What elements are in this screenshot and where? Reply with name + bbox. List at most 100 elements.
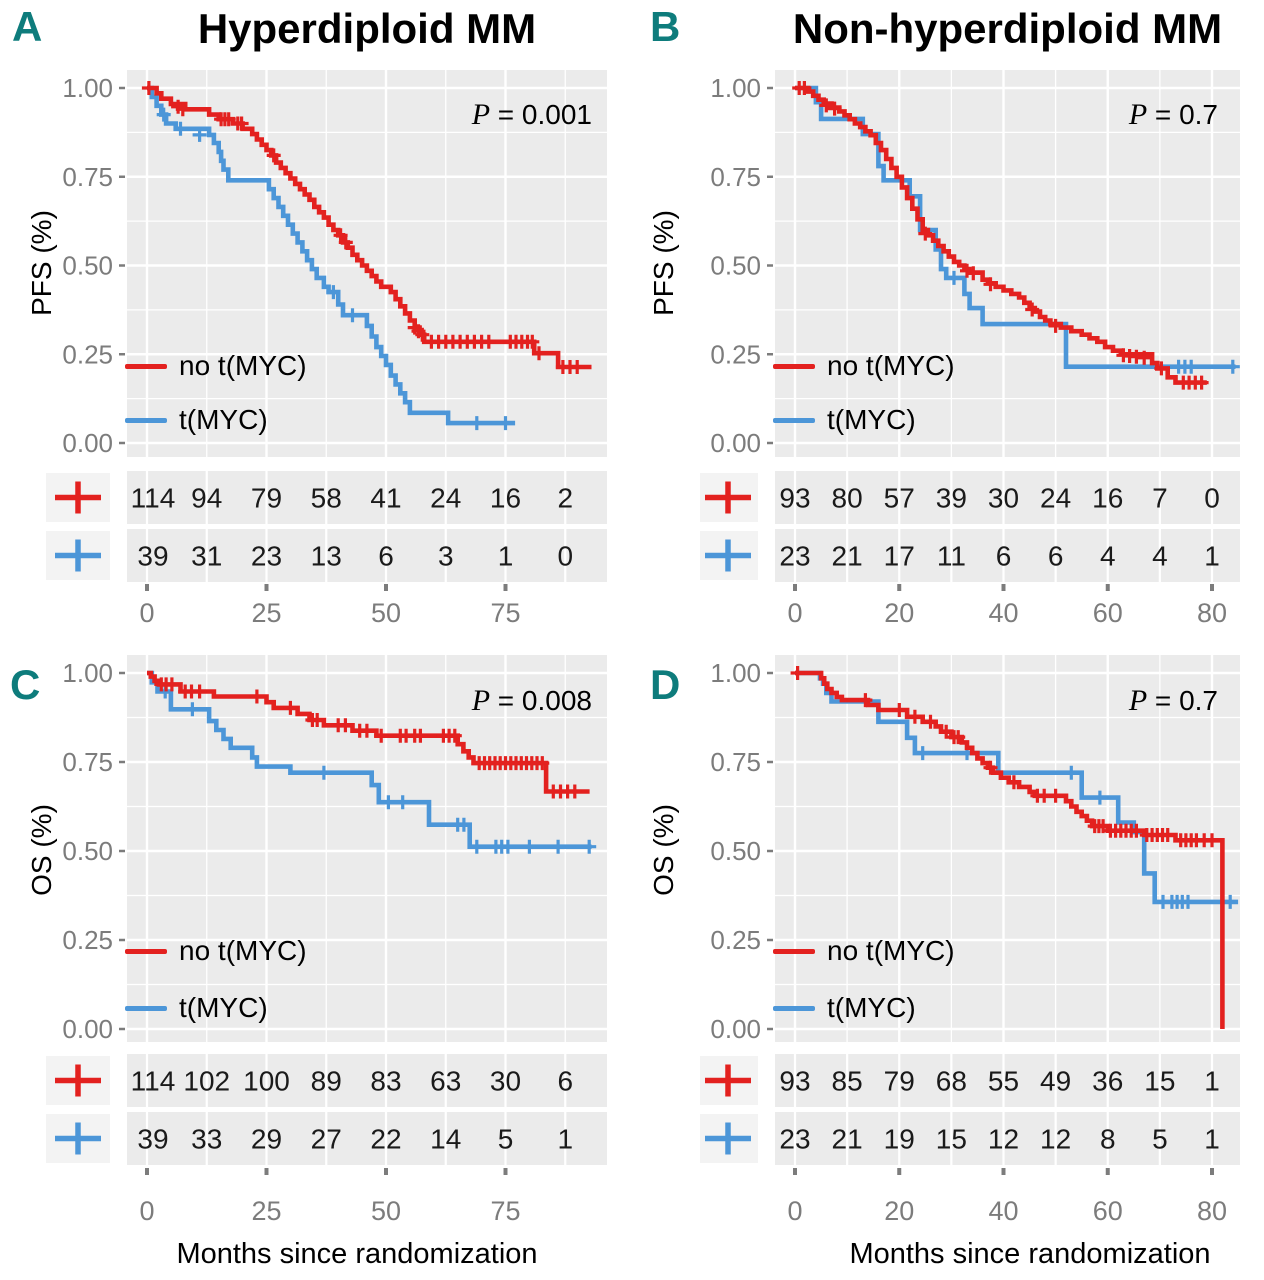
at-risk-count: 89: [311, 1066, 342, 1097]
legend-line-icon: [773, 417, 815, 423]
risk-table: 114 94 79 58 41 24 16 239 31 23 13 6 3 1 0: [46, 471, 607, 582]
at-risk-count: 4: [1152, 541, 1168, 572]
at-risk-count: 11: [937, 541, 966, 572]
x-tick-label: 75: [490, 1196, 520, 1226]
legend-item-no-tmyc-c: no t(MYC): [125, 935, 307, 967]
at-risk-count: 36: [1092, 1066, 1123, 1097]
at-risk-count: 79: [251, 483, 282, 514]
at-risk-count: 8: [1100, 1124, 1116, 1155]
panel-title-b: Non-hyperdiploid MM: [792, 5, 1223, 52]
at-risk-count: 16: [490, 483, 521, 514]
legend-item-tmyc-c: t(MYC): [125, 992, 268, 1024]
censor-marks: [947, 270, 1240, 374]
p-symbol: P: [1128, 684, 1148, 717]
censor-marks: [792, 81, 1209, 390]
plot-background: [775, 70, 1240, 457]
legend-label: t(MYC): [827, 404, 916, 435]
strata-plus-icon: [75, 1122, 81, 1155]
strata-plus-icon: [725, 539, 731, 572]
at-risk-count: 15: [1144, 1066, 1175, 1097]
panel-letter-d: D: [650, 661, 681, 708]
gridlines: [775, 70, 1240, 457]
p-symbol: P: [471, 684, 491, 717]
y-tick-label: 0.00: [62, 428, 113, 458]
censor-marks: [915, 746, 1238, 909]
km-curves: [141, 81, 592, 431]
legend-label: t(MYC): [179, 404, 268, 435]
y-tick-label: 0.25: [710, 339, 761, 369]
at-risk-count: 1: [1204, 1124, 1220, 1155]
x-tick-label: 75: [490, 598, 520, 628]
x-tick-label: 50: [371, 1196, 401, 1226]
at-risk-count: 16: [1092, 483, 1123, 514]
p-text: = 0.7: [1147, 685, 1218, 716]
p-text: = 0.008: [490, 685, 592, 716]
censor-marks: [141, 81, 585, 374]
at-risk-count: 19: [884, 1124, 915, 1155]
risk-table: 114 102 100 89 83 63 30 6 39 33 29 27 22 14 5 1: [46, 1054, 607, 1165]
p-value-b: P = 0.7: [775, 100, 1218, 130]
at-risk-count: 63: [430, 1066, 461, 1097]
y-tick-label: 0.25: [62, 925, 113, 955]
at-risk-count: 79: [884, 1066, 915, 1097]
panel-title-a: Hyperdiploid MM: [197, 5, 537, 52]
legend-item-no-tmyc-a: no t(MYC): [125, 350, 307, 382]
at-risk-count: 31: [191, 541, 222, 572]
km-curve-notmyc: [795, 670, 1225, 1029]
risk-row-tmyc: 23 21 19 15 12 12 8 5 1: [779, 1124, 1219, 1155]
y-tick-label: 0.75: [62, 747, 113, 777]
legend-line-icon: [773, 948, 815, 954]
at-risk-count: 13: [311, 541, 342, 572]
censor-marks: [158, 684, 597, 854]
x-tick-label: 80: [1197, 1196, 1227, 1226]
y-tick-label: 0.25: [62, 339, 113, 369]
at-risk-count: 21: [832, 541, 863, 572]
y-tick-label: 1.00: [710, 73, 761, 103]
x-tick-label: 0: [139, 598, 154, 628]
at-risk-count: 6: [378, 541, 394, 572]
at-risk-count: 23: [779, 541, 810, 572]
y-tick-label: 0.00: [62, 1014, 113, 1044]
legend-item-tmyc-d: t(MYC): [773, 992, 916, 1024]
at-risk-count: 57: [884, 483, 915, 514]
km-curves: [147, 670, 597, 854]
legend-item-no-tmyc-b: no t(MYC): [773, 350, 955, 382]
y-axis-label-a: PFS (%): [26, 210, 57, 316]
strata-plus-icon: [75, 1064, 81, 1097]
at-risk-count: 39: [137, 1124, 168, 1155]
km-curves: [792, 81, 1240, 390]
panel-letter-b: B: [650, 3, 681, 50]
x-tick-label: 40: [988, 598, 1018, 628]
at-risk-count: 12: [988, 1124, 1019, 1155]
y-tick-label: 0.50: [710, 836, 761, 866]
at-risk-count: 24: [1040, 483, 1071, 514]
x-axis: 0 25 50 75: [139, 584, 521, 628]
at-risk-count: 0: [1204, 483, 1220, 514]
at-risk-count: 14: [430, 1124, 461, 1155]
y-axis: 1.00 0.75 0.50 0.25 0.00: [62, 73, 125, 458]
km-curve-notmyc: [795, 85, 1207, 385]
risk-row-tmyc: 39 33 29 27 22 14 5 1: [137, 1124, 573, 1155]
risk-row-no-tmyc: 93 80 57 39 30 24 16 7 0: [779, 483, 1219, 514]
at-risk-count: 114: [131, 1066, 176, 1097]
at-risk-count: 102: [183, 1066, 230, 1097]
p-value-d: P = 0.7: [775, 686, 1218, 716]
legend-line-icon: [125, 363, 167, 369]
x-tick-label: 0: [787, 598, 802, 628]
legend-line-icon: [773, 1005, 815, 1011]
at-risk-count: 5: [1152, 1124, 1168, 1155]
strata-plus-icon: [725, 1064, 731, 1097]
y-tick-label: 0.75: [710, 162, 761, 192]
x-tick-label: 25: [251, 598, 281, 628]
p-symbol: P: [1128, 98, 1148, 131]
risk-row-no-tmyc: 114 94 79 58 41 24 16 2: [131, 483, 573, 514]
panel-letter-c: C: [10, 661, 41, 708]
x-tick-label: 0: [787, 1196, 802, 1226]
at-risk-count: 5: [498, 1124, 514, 1155]
legend-line-icon: [773, 363, 815, 369]
y-tick-label: 0.25: [710, 925, 761, 955]
x-axis: 0 20 40 60 80: [787, 1168, 1227, 1226]
